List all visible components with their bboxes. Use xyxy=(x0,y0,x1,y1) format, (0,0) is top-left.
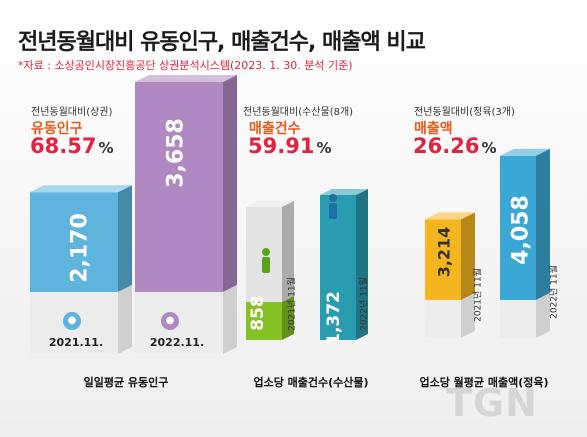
panel3-bar2-value-label: 4,058 xyxy=(508,195,534,265)
chart-bars xyxy=(30,75,550,354)
panel2-bar-2022 xyxy=(320,195,356,340)
panel1-bar-2022-top xyxy=(135,75,237,82)
panel2-axis-label: 업소당 매출건수(수산물) xyxy=(253,376,369,389)
panel2-person-figure-icon-2022-body xyxy=(329,203,337,219)
panel3-bar-2022-pedestal-side xyxy=(536,293,550,338)
panel1-category-2022: 2022.11. xyxy=(149,336,205,349)
panel3-percent-value: 26.26 xyxy=(413,134,480,158)
panel2-person-figure-icon-2021-head xyxy=(262,248,270,256)
panel1-bar-2022 xyxy=(135,82,223,292)
panel3-bar-2021-side xyxy=(461,212,475,300)
walking-person-icon: ● xyxy=(63,312,81,330)
panel1-axis-label: 일일평균 유동인구 xyxy=(83,376,169,389)
panel3-bar-2022 xyxy=(500,155,536,300)
chart-title: 전년동월대비 유동인구, 매출건수, 매출액 비교 xyxy=(18,30,426,55)
panel1-bar-2022-pedestal xyxy=(135,292,223,354)
panel2-category-2022: 2022년 11월 xyxy=(359,277,370,331)
panel2-category-2021: 2021년 11월 xyxy=(287,277,298,331)
panel3-bar-2022-top xyxy=(500,148,550,156)
panel1-percent-unit: % xyxy=(98,139,114,157)
panel1-bar-2022-side xyxy=(223,75,237,292)
panel3-bar1-value-label: 3,214 xyxy=(434,226,454,278)
panel1-metric-label: 유동인구 xyxy=(31,121,83,137)
panel3-category-2022: 2022년 11월 xyxy=(549,265,560,319)
panel1-comparison-label: 전년동월대비(상권) xyxy=(31,107,113,118)
panel2-bar-2021-upper-top xyxy=(246,200,294,207)
panel3-axis-label: 업소당 월평균 매출액(정육) xyxy=(419,376,549,389)
panel2-bar-2021-upper-side xyxy=(282,200,294,302)
panel1-percent-value: 68.57 xyxy=(30,134,97,158)
tgn-watermark-logo: TGN xyxy=(446,381,538,425)
panel2-percent-unit: % xyxy=(316,139,332,157)
panel3-bar-2021-pedestal xyxy=(425,300,461,338)
panel1-category-2021: 2021.11. xyxy=(48,336,104,349)
panel2-comparison-label: 전년동월대비(수산물(8개) xyxy=(243,107,354,118)
panel2-person-figure-icon-2022-head xyxy=(329,194,337,202)
panel3-change-percent: 26.26% xyxy=(413,134,496,158)
panel2-bar1-value-label: 858 xyxy=(248,295,268,331)
panel3-bar-2022-side xyxy=(536,148,550,300)
panel1-bar2-value-label: 3,658 xyxy=(163,118,189,188)
panel3-comparison-label: 전년동월대비(정육(3개) xyxy=(414,107,515,118)
walking-person-icon: ● xyxy=(161,312,179,330)
panel1-bar-2021-top xyxy=(30,185,132,193)
panel3-bar-2021-pedestal-side xyxy=(461,293,475,338)
panel1-bar-2021 xyxy=(30,192,118,292)
panel2-change-percent: 59.91% xyxy=(248,134,331,158)
panel2-percent-value: 59.91 xyxy=(248,134,315,158)
panel3-bar-2021-top xyxy=(425,212,475,220)
panel3-percent-unit: % xyxy=(481,139,497,157)
panel2-bar2-value-label: 1,372 xyxy=(324,291,344,345)
panel1-bar1-value-label: 2,170 xyxy=(67,213,93,283)
panel1-bar-2021-side xyxy=(118,185,132,292)
panel2-person-figure-icon-2021-body xyxy=(262,257,270,273)
panel3-metric-label: 매출액 xyxy=(414,121,453,137)
panel1-bar-2022-pedestal-side xyxy=(223,285,237,354)
panel1-bar-2021-pedestal-side xyxy=(118,285,132,354)
panel3-bar-2021 xyxy=(425,219,461,300)
panel2-bar-2022-top xyxy=(320,189,368,195)
panel1-change-percent: 68.57% xyxy=(30,134,113,158)
panel2-bar-2021-side xyxy=(282,295,294,340)
panel2-metric-label: 매출건수 xyxy=(249,121,301,137)
panel2-bar-2022-side xyxy=(356,189,368,340)
panel3-category-2021: 2021년 11월 xyxy=(473,268,484,322)
panel3-bar-2022-pedestal xyxy=(500,300,536,338)
data-source-note: *자료 : 소상공인시장진흥공단 상권분석시스템(2023. 1. 30. 분석… xyxy=(18,59,353,72)
panel2-bar-2021 xyxy=(246,301,282,340)
